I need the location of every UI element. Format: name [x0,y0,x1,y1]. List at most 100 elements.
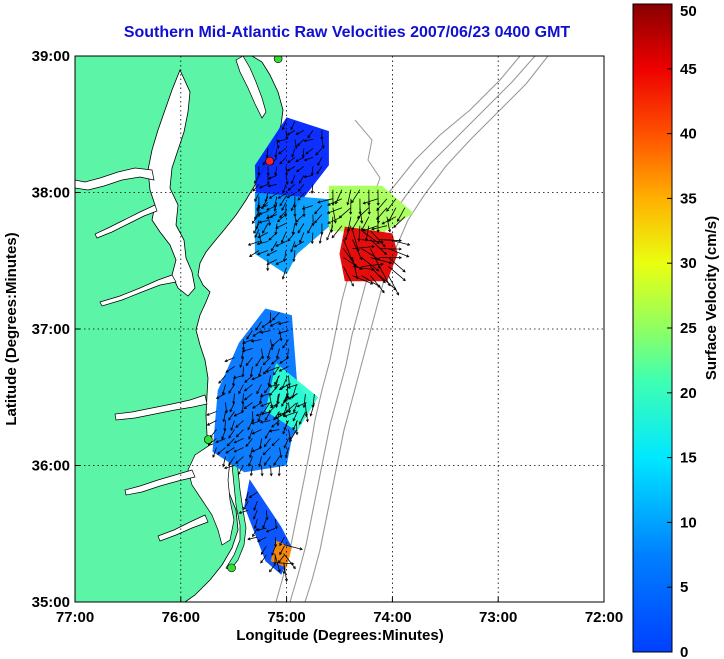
velocity-arrow [252,411,254,422]
velocity-arrow-head [233,440,237,444]
velocity-arrow-head [251,421,255,425]
velocity-arrow [299,175,305,184]
velocity-arrow [261,465,263,476]
pamlico-river [124,469,196,496]
velocity-arrow [257,205,268,209]
velocity-arrow [279,447,282,458]
velocity-arrow [235,456,244,464]
velocity-arrow-head [381,221,385,225]
velocity-arrow [228,384,235,394]
colorbar-label: Surface Velocity (cm/s) [703,216,720,380]
velocity-arrow-head [241,401,245,405]
velocity-arrow-head [279,455,283,459]
velocity-arrow [259,220,268,223]
colorbar-tick-label: 10 [680,514,697,531]
velocity-arrow [271,438,280,446]
velocity-arrow-head [237,471,241,476]
velocity-arrow-head [376,207,380,212]
velocity-arrow-head [270,215,274,219]
velocity-arrow-head [252,333,256,337]
velocity-arrow-head [344,237,348,241]
velocity-arrow-head [247,242,252,246]
velocity-arrow-head [271,343,275,347]
velocity-arrow-head [251,419,255,423]
velocity-arrow-head [253,525,257,530]
velocity-arrow-head [235,424,239,428]
velocity-arrow-head [262,525,266,529]
bathymetry-contour-1 [275,56,521,602]
velocity-arrow-head [235,460,239,464]
velocity-arrow [222,456,226,467]
velocity-arrow-head [281,276,285,280]
velocity-arrow-head [252,405,256,409]
colorbar-tick-label: 0 [680,644,688,659]
pamlico-sound [187,439,235,546]
velocity-arrow-head [268,237,272,241]
velocity-arrow [265,366,279,373]
velocity-arrow [293,250,296,262]
colorbar-tick-label: 45 [680,61,697,78]
velocity-arrow [259,438,262,449]
velocity-arrow [263,438,271,447]
velocity-arrow-head [244,498,248,503]
velocity-arrow-head [291,562,295,566]
velocity-arrow [370,230,386,248]
velocity-arrow-head [258,185,263,189]
chesapeake-bay [147,68,196,297]
colorbar-tick-label: 40 [680,126,697,143]
velocity-arrow-head [292,566,296,570]
velocity-arrow [269,384,279,396]
velocity-arrow [279,196,287,206]
velocity-arrow [281,232,287,243]
velocity-arrow [255,321,262,331]
velocity-arrow [269,193,278,199]
velocity-arrow-head [279,552,283,556]
velocity-arrow-head [261,324,265,328]
velocity-arrow-head [268,569,272,573]
velocity-arrow-head [281,127,285,131]
velocity-arrow-head [247,537,251,541]
velocity-arrow-head [331,202,335,206]
velocity-arrow-head [377,284,381,288]
velocity-arrow-head [355,276,359,280]
velocity-arrow [291,175,296,184]
velocity-arrow-head [276,139,280,143]
velocity-arrow [254,175,260,184]
velocity-arrow [363,225,379,231]
velocity-arrow [248,456,253,467]
velocity-arrow-head [298,180,302,184]
velocity-arrow [282,121,287,130]
velocity-arrow-head [257,539,261,542]
colorbar-tick-label: 35 [680,190,697,207]
velocity-arrow [310,402,315,417]
velocity-arrow-head [327,202,331,206]
velocity-arrow-head [286,195,290,199]
velocity-arrow-head [277,569,281,573]
velocity-arrow-head [387,229,392,233]
velocity-arrow-head [266,253,270,256]
velocity-arrow-head [407,242,411,246]
velocity-arrow [249,447,253,458]
velocity-arrow-head [248,463,251,467]
velocity-arrow [254,229,260,238]
velocity-arrow-head [270,347,274,351]
x-tick-label: 72:00 [585,609,623,626]
velocity-arrow [339,207,352,219]
velocity-arrow [305,403,307,417]
velocity-arrow-head [262,371,267,375]
velocity-arrow-head [285,172,289,177]
velocity-arrow [302,205,314,210]
velocity-arrow-head [250,339,255,343]
velocity-arrow [294,139,297,149]
velocity-arrow-head [284,454,288,459]
velocity-arrow [319,232,323,244]
velocity-arrow-head [318,240,322,245]
velocity-arrow-head [229,409,233,413]
radar-station-marker [227,563,236,573]
velocity-arrow-head [371,227,375,231]
velocity-arrow-head [276,423,280,427]
velocity-arrow [287,385,289,399]
velocity-arrow [259,184,269,189]
velocity-arrow [274,196,278,208]
velocity-arrow [223,411,226,422]
